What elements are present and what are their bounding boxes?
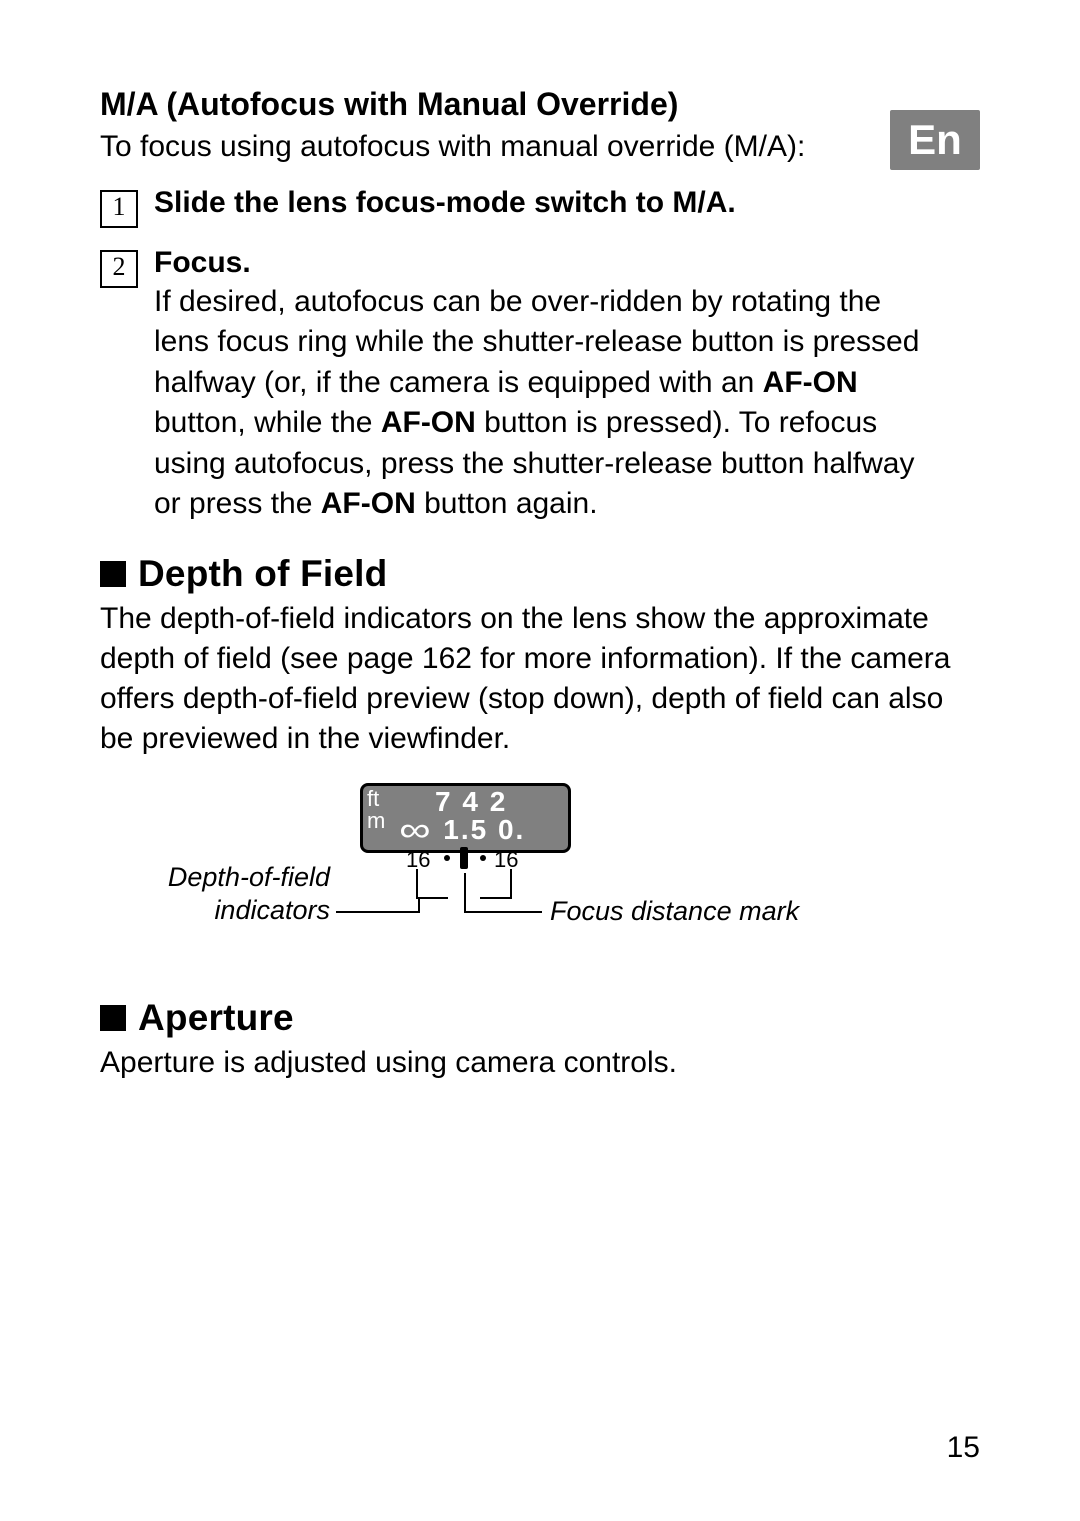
focus-index-mark-icon xyxy=(460,847,468,869)
step-number: 2 xyxy=(100,250,138,288)
ma-steps: 1 Slide the lens focus-mode switch to M/… xyxy=(100,186,980,525)
section-bullet-icon xyxy=(100,1005,126,1031)
leader-line-left xyxy=(336,911,418,913)
step-2: 2 Focus. If desired, autofocus can be ov… xyxy=(100,246,980,525)
leader-line-left-vert xyxy=(418,897,420,913)
unit-m: m xyxy=(367,808,385,833)
dof-body: The depth-of-field indicators on the len… xyxy=(100,599,980,760)
section-bullet-icon xyxy=(100,561,126,587)
dof-diagram: ft m 7 4 2 ∞ 1.5 0. 16 16 Depth-of-field… xyxy=(140,783,860,973)
dof-left-dot-icon xyxy=(444,855,450,861)
callout-dof-line1: Depth-of-field xyxy=(168,862,330,892)
aperture-heading-row: Aperture xyxy=(100,997,980,1039)
callout-dof-line2: indicators xyxy=(214,895,330,925)
language-tab: En xyxy=(890,110,980,170)
m-scale-values: ∞ 1.5 0. xyxy=(403,814,525,846)
aperture-heading: Aperture xyxy=(138,997,294,1039)
page-number: 15 xyxy=(947,1431,980,1465)
ma-intro: To focus using autofocus with manual ove… xyxy=(100,127,820,168)
distance-scale-window: ft m 7 4 2 ∞ 1.5 0. xyxy=(360,783,571,853)
leader-line-right xyxy=(464,911,542,913)
step-2-text: If desired, autofocus can be over-ridden… xyxy=(154,282,924,525)
scale-units: ft m xyxy=(367,788,385,832)
dof-right-dot-icon xyxy=(480,855,486,861)
dof-heading: Depth of Field xyxy=(138,553,387,595)
ma-heading: M/A (Autofocus with Manual Override) xyxy=(100,86,980,123)
callout-focus-distance: Focus distance mark xyxy=(550,895,830,927)
callout-dof-indicators: Depth-of-field indicators xyxy=(100,861,330,926)
aperture-body: Aperture is adjusted using camera contro… xyxy=(100,1043,980,1083)
step-body: Slide the lens focus-mode switch to M/A. xyxy=(154,186,980,220)
dof-heading-row: Depth of Field xyxy=(100,553,980,595)
step-body: Focus. If desired, autofocus can be over… xyxy=(154,246,980,525)
dof-bracket-left-icon xyxy=(416,869,448,899)
manual-page: En M/A (Autofocus with Manual Override) … xyxy=(0,0,1080,1521)
step-1-title: Slide the lens focus-mode switch to M/A. xyxy=(154,186,736,219)
step-number: 1 xyxy=(100,190,138,228)
infinity-icon: ∞ xyxy=(399,820,433,840)
m-scale-tail: 1.5 0. xyxy=(443,814,525,846)
leader-line-right-vert xyxy=(464,873,466,911)
step-1: 1 Slide the lens focus-mode switch to M/… xyxy=(100,186,980,228)
step-2-title: Focus. xyxy=(154,246,251,279)
dof-tick-strip: 16 16 xyxy=(360,847,565,883)
dof-bracket-right-icon xyxy=(480,869,512,899)
